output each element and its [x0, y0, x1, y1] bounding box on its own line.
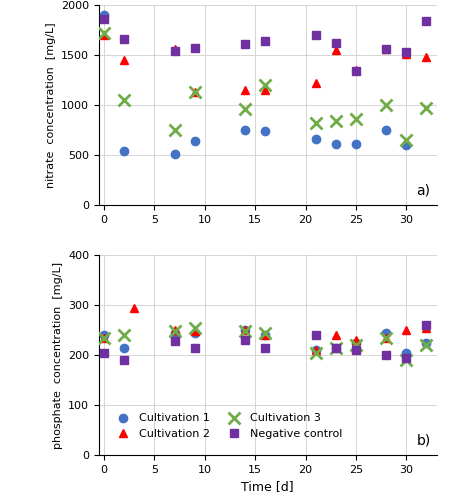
Text: a): a): [416, 183, 430, 197]
Text: b): b): [416, 433, 431, 447]
Y-axis label: nitrate  concentration  [mg/L]: nitrate concentration [mg/L]: [45, 22, 56, 188]
Y-axis label: phosphate  concentration  [mg/L]: phosphate concentration [mg/L]: [53, 262, 63, 448]
Legend: Cultivation 1, Cultivation 2, Cultivation 3, Negative control: Cultivation 1, Cultivation 2, Cultivatio…: [108, 409, 347, 444]
X-axis label: Time [d]: Time [d]: [242, 480, 294, 494]
